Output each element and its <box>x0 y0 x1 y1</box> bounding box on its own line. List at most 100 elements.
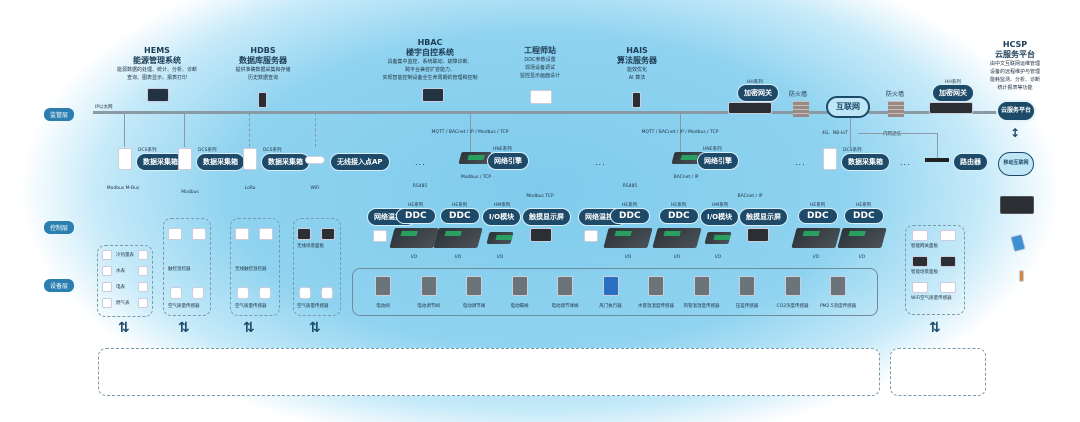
panel-device <box>297 228 311 240</box>
system-block: HBAC 楼宇自控系统 具备集中监控、系统联动、故障诊断、 跨平台兼容扩容能力、 实现智… <box>382 38 477 82</box>
field-device-label: 电动蝶阀 <box>510 304 529 309</box>
meter-icon <box>138 298 148 308</box>
firewall-icon-left <box>793 101 809 117</box>
panel-device <box>940 230 956 241</box>
field-device-icon <box>466 276 482 296</box>
connection-line <box>315 113 316 147</box>
system-desc: 由中文互联网运维管理 <box>989 61 1041 67</box>
meter-icon <box>138 250 148 260</box>
data-collector-device <box>118 148 132 170</box>
system-subtitle: 云服务平台 <box>994 50 1035 59</box>
meter-icon <box>138 266 148 276</box>
gateway-label-left: 加密网关 <box>737 84 779 102</box>
panel-device <box>912 256 928 267</box>
meter-icon <box>102 298 112 308</box>
panel-device <box>940 282 956 293</box>
series-label: HE系列 <box>856 203 872 208</box>
io-module-device <box>704 232 732 244</box>
system-desc: 查询、图表显示、报表打印 <box>126 75 188 81</box>
io-label: I/O <box>812 255 820 260</box>
gateway-device-right <box>929 102 973 114</box>
protocol-label: RS485 <box>622 184 638 189</box>
system-subtitle: 楼宇自控系统 <box>405 48 454 57</box>
panel-device <box>235 228 249 240</box>
lan-line <box>858 133 938 134</box>
gateway-device-left <box>728 102 772 114</box>
io-module-label: I/O模块 <box>482 208 522 226</box>
air-quality-sensor <box>299 287 311 299</box>
panel-device <box>912 282 928 293</box>
cloud-platform-label: 云服务平台 <box>1000 107 1031 114</box>
server-icon <box>632 92 641 108</box>
system-title: HBAC <box>417 38 443 47</box>
indoor-panel <box>890 348 986 396</box>
phone-icon <box>1019 270 1024 282</box>
field-device-label: 电动阀 <box>376 304 390 309</box>
device-label: 空气质量传感器 <box>168 304 200 309</box>
io-label: I/O <box>454 255 462 260</box>
protocol-label: Modbus <box>181 190 199 195</box>
series-label: HE系列 <box>671 203 687 208</box>
connection-line <box>850 113 851 147</box>
protocol-label: LoRa <box>244 186 256 191</box>
series-label: HE系列 <box>622 203 638 208</box>
meter-icon <box>102 250 112 260</box>
layer-label-control: 控制层 <box>44 221 75 234</box>
bidirectional-arrow-icon: ⇅ <box>309 320 321 336</box>
io-label: I/O <box>714 255 722 260</box>
protocol-label: Modbus M-Bus <box>106 186 140 191</box>
meter-icon <box>102 266 112 276</box>
system-desc: 历史数据查询 <box>247 75 279 81</box>
firewall-label-right: 防火墙 <box>886 91 905 98</box>
io-module-device <box>486 232 514 244</box>
system-subtitle: 工程师站 <box>523 46 556 55</box>
lan-line-down <box>937 133 938 158</box>
io-module-label: I/O模块 <box>700 208 740 226</box>
protocol-label: Modbus / TCP <box>460 175 492 180</box>
device-group-box <box>230 218 280 316</box>
field-device-label: 风门执行器 <box>599 304 622 309</box>
air-quality-sensor <box>170 287 182 299</box>
system-title: HAIS <box>626 46 648 55</box>
system-desc: 设备的远程维护与管理 <box>989 69 1041 75</box>
engine-series: HNE系列 <box>703 147 722 152</box>
air-quality-sensor <box>192 287 204 299</box>
panel-device <box>940 256 956 267</box>
touch-screen-device <box>747 228 769 242</box>
touch-screen-label: 触摸显示屏 <box>739 208 788 226</box>
bidirectional-arrow-icon: ⇅ <box>929 320 941 336</box>
device-label: 空气质量传感器 <box>235 304 267 309</box>
cloud-platform: 云服务平台 <box>996 100 1036 122</box>
system-desc: AI 算法 <box>628 75 646 81</box>
io-label: I/O <box>496 255 504 260</box>
ddc-label: DDC <box>659 208 699 224</box>
wireless-ap-device <box>305 156 325 164</box>
ellipsis: ... <box>900 158 911 167</box>
thermostat-device <box>373 230 387 242</box>
network-engine-label: 网络引擎 <box>487 152 529 170</box>
system-desc: 实现智能控制设备全生命周期的管理和控制 <box>382 75 478 81</box>
ddc-controller-device <box>433 228 483 248</box>
firewall-icon-right <box>888 101 904 117</box>
mobile-internet-cloud: 移动互联网 <box>998 152 1034 176</box>
system-subtitle: 算法服务器 <box>617 56 657 65</box>
field-device-label: 电动调节球阀 <box>551 304 579 309</box>
series-label: HM系列 <box>494 203 511 208</box>
series-label: HE系列 <box>408 203 424 208</box>
system-subtitle: 能源管理系统 <box>132 56 181 65</box>
device-group-box <box>905 225 965 315</box>
system-desc: 能源数据的处理、统计、分析、诊断 <box>116 67 198 73</box>
bus-label: IP以太网 <box>95 105 113 110</box>
system-block: HCSP 云服务平台 由中文互联网运维管理 设备的远程维护与管理 能耗监测、分析、诊断统… <box>990 40 1040 92</box>
air-quality-sensor <box>259 287 271 299</box>
system-desc: 提供准确数据采集和存储 <box>235 67 291 73</box>
io-label: I/O <box>673 255 681 260</box>
protocol-label: RS485 <box>412 184 428 189</box>
data-collector-label: 数据采集箱 <box>196 153 245 171</box>
field-device-label: 电动调节阀 <box>417 304 440 309</box>
field-device-label: CO2浓度传感器 <box>776 304 809 309</box>
ddc-controller-device <box>652 228 702 248</box>
data-collector-device <box>178 148 192 170</box>
gateway-label-right: 加密网关 <box>932 84 974 102</box>
monitor-icon <box>422 88 444 102</box>
